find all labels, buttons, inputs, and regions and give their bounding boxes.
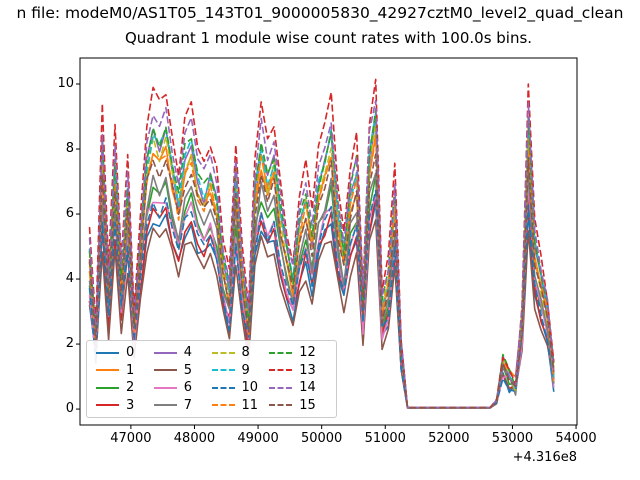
legend-entry-4: 4 [153,345,212,361]
legend-label: 8 [241,345,250,361]
legend-label: 7 [183,397,193,413]
legend-entry-3: 3 [96,398,154,413]
legend-line-sample-icon [211,369,235,372]
legend-label: 15 [299,397,316,413]
legend-line-sample-icon [153,386,177,389]
axes-title: Quadrant 1 module wise count rates with … [124,29,533,47]
y-tick-label: 4 [65,271,74,287]
legend-entry-15: 15 [269,398,327,413]
legend-label: 0 [126,345,135,361]
legend-line-sample-icon [269,369,293,372]
legend-entry-10: 10 [211,380,270,396]
legend-line-sample-icon [269,404,293,407]
legend-entry-13: 13 [269,363,327,378]
legend-label: 4 [183,345,193,361]
legend-line-sample-icon [96,386,119,389]
x-tick-label: 52000 [428,431,470,446]
legend: 0 1 2 3 4 5 6 7 8 9 10 11 12 13 14 15 [86,340,337,418]
legend-entry-9: 9 [211,362,270,378]
legend-entry-7: 7 [153,397,212,413]
y-tick-label: 6 [65,206,74,222]
legend-line-sample-icon [211,351,235,354]
legend-line-sample-icon [269,386,293,389]
x-tick-label: 54000 [555,431,597,446]
legend-label: 1 [126,362,135,378]
x-axis-offset-label: +4.316e8 [512,450,577,465]
legend-entry-8: 8 [211,345,270,361]
legend-label: 11 [241,397,259,413]
legend-label: 14 [299,380,316,396]
legend-line-sample-icon [96,351,119,354]
legend-line-sample-icon [96,404,119,407]
legend-entry-5: 5 [153,362,212,378]
legend-entry-11: 11 [211,397,270,413]
x-tick-label: 51000 [364,431,406,446]
figure-suptitle: n file: modeM0/AS1T05_143T01_9000005830_… [16,4,624,22]
legend-line-sample-icon [211,386,235,389]
series-line-13 [88,78,555,409]
axes-frame [79,57,578,426]
legend-label: 2 [126,380,135,396]
legend-line-sample-icon [269,351,293,354]
legend-label: 12 [299,345,316,361]
legend-label: 9 [241,362,250,378]
legend-line-sample-icon [211,404,235,407]
legend-label: 6 [183,380,193,396]
legend-entry-14: 14 [269,380,327,395]
x-tick-label: 47000 [110,431,152,446]
legend-entry-12: 12 [269,345,327,360]
x-tick-label: 53000 [491,431,534,446]
legend-entry-0: 0 [96,345,154,360]
legend-line-sample-icon [96,369,119,372]
y-tick-label: 2 [65,336,74,352]
legend-label: 3 [126,397,135,413]
legend-entry-2: 2 [96,380,154,395]
y-tick-label: 8 [65,141,74,157]
x-tick-label: 49000 [237,431,279,446]
x-tick-label: 48000 [173,431,216,446]
legend-label: 5 [183,362,193,378]
x-tick-label: 50000 [300,431,343,446]
legend-line-sample-icon [153,369,177,372]
series-line-14 [88,99,555,409]
series-line-11 [88,136,555,409]
legend-label: 13 [299,362,316,378]
legend-line-sample-icon [153,404,177,407]
legend-label: 10 [241,380,259,396]
legend-entry-1: 1 [96,363,154,378]
legend-entry-6: 6 [153,380,212,396]
legend-line-sample-icon [153,351,177,354]
series-line-15 [88,153,555,409]
y-tick-label: 10 [57,76,74,91]
y-tick-label: 0 [65,401,74,417]
